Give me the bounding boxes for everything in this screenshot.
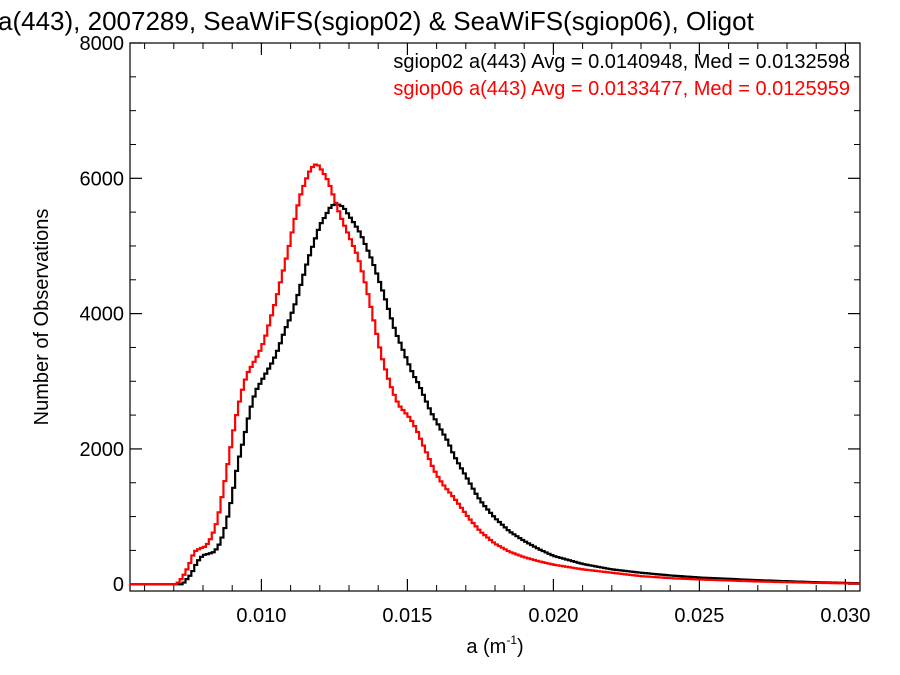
y-tick-label: 0 — [113, 574, 124, 596]
series-line-sgiop06 — [130, 163, 860, 586]
legend: sgiop02 a(443) Avg = 0.0140948, Med = 0.… — [393, 51, 850, 100]
chart-title: a(443), 2007289, SeaWiFS(sgiop02) & SeaW… — [0, 6, 755, 36]
y-tick-label: 2000 — [80, 439, 125, 461]
y-axis-ticks: 0 2000 4000 6000 8000 — [80, 33, 860, 596]
series-layer — [130, 163, 860, 586]
y-tick-label: 8000 — [80, 33, 125, 55]
y-tick-label: 4000 — [80, 304, 125, 326]
x-tick-label: 0.015 — [382, 605, 432, 627]
x-tick-label: 0.020 — [528, 605, 578, 627]
x-axis-label: a (m-1) — [466, 633, 523, 658]
x-tick-label: 0.030 — [820, 605, 870, 627]
x-axis-label-close: ) — [517, 636, 524, 658]
y-axis-label: Number of Observations — [31, 209, 53, 426]
x-axis-label-superscript: -1 — [506, 633, 517, 647]
series-line-sgiop02 — [130, 203, 860, 586]
x-axis-label-main: a (m — [466, 636, 506, 658]
legend-entry-sgiop06: sgiop06 a(443) Avg = 0.0133477, Med = 0.… — [393, 78, 850, 100]
y-tick-label: 6000 — [80, 168, 125, 190]
legend-entry-sgiop02: sgiop02 a(443) Avg = 0.0140948, Med = 0.… — [393, 51, 850, 73]
x-tick-label: 0.010 — [236, 605, 286, 627]
x-axis-ticks: 0.010 0.015 0.020 0.025 0.030 — [144, 43, 870, 627]
plot-frame — [129, 42, 861, 592]
x-tick-label: 0.025 — [674, 605, 724, 627]
plot-area — [129, 42, 861, 592]
